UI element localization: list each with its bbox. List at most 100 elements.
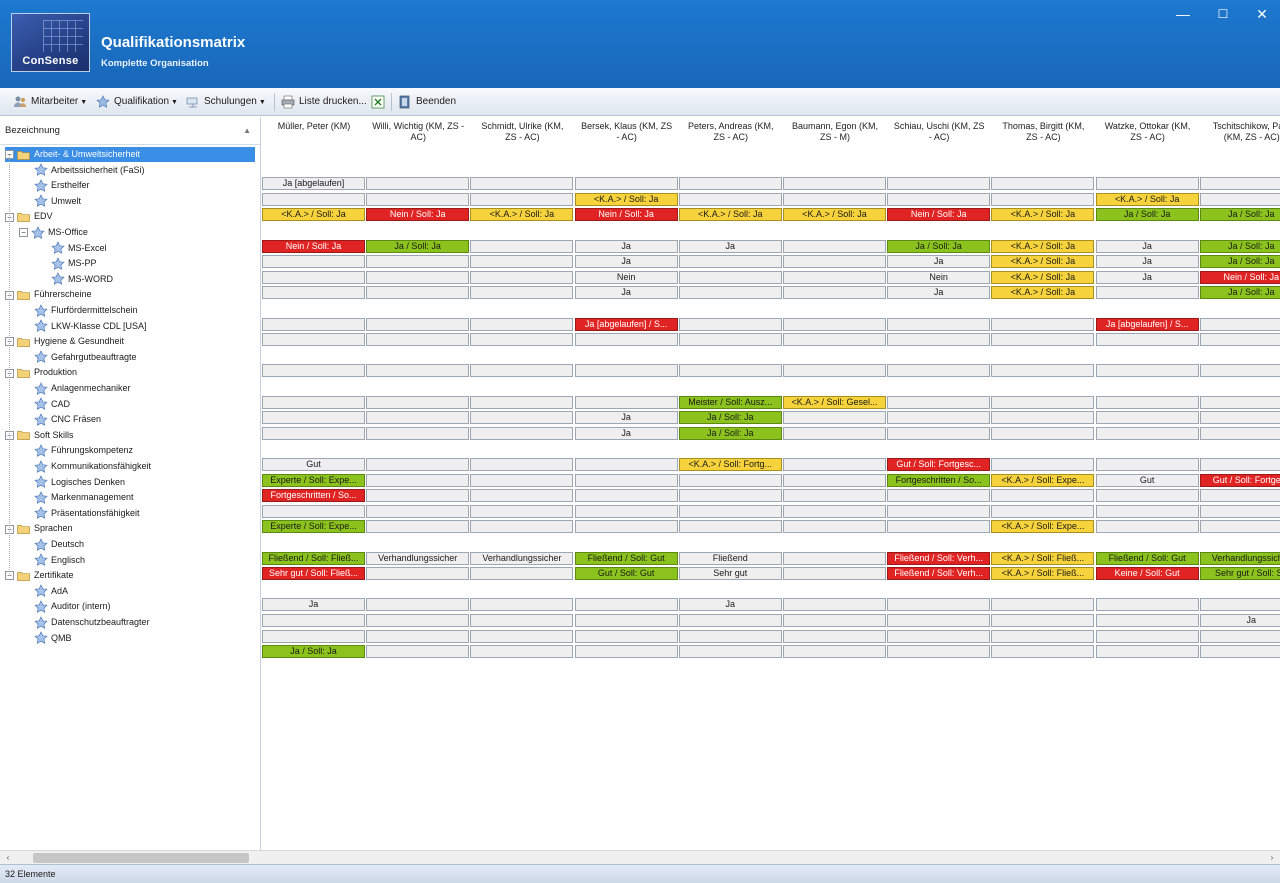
matrix-cell[interactable]: <K.A.> / Soll: Ja [470,208,574,222]
matrix-cell[interactable] [574,613,678,627]
matrix-cell[interactable] [1199,520,1280,534]
matrix-cell[interactable]: <K.A.> / Soll: Ja [991,239,1095,253]
matrix-cell[interactable] [783,317,886,331]
tree-node[interactable]: Logisches Denken [34,475,125,490]
beenden-button[interactable]: Beenden [398,93,456,111]
column-header-employee[interactable]: Tschitschikow, Pa... (KM, ZS - AC) [1212,121,1280,142]
matrix-cell[interactable] [887,317,991,331]
column-header-employee[interactable]: Watzke, Ottokar (KM, ZS - AC) [1104,121,1191,142]
matrix-cell[interactable]: Ja [574,255,678,269]
column-header-employee[interactable]: Müller, Peter (KM) [277,121,351,131]
matrix-cell[interactable] [574,504,678,518]
matrix-cell[interactable] [783,613,886,627]
matrix-cell[interactable] [1199,426,1280,440]
matrix-cell[interactable]: Nein / Soll: Ja [262,239,365,253]
matrix-cell[interactable] [470,473,574,487]
matrix-cell[interactable] [574,457,678,471]
matrix-cell[interactable]: Fließend [678,551,782,565]
matrix-cell[interactable] [470,364,574,378]
matrix-cell[interactable] [470,613,574,627]
matrix-cell[interactable] [1095,645,1199,659]
matrix-cell[interactable] [366,473,470,487]
matrix-cell[interactable]: Ja / Soll: Ja [1199,239,1280,253]
tree-node[interactable]: − Führerscheine [5,287,92,302]
matrix-cell[interactable] [1095,613,1199,627]
matrix-cell[interactable] [574,177,678,191]
matrix-cell[interactable]: Fließend / Soll: Verh... [887,551,991,565]
matrix-cell[interactable] [1199,645,1280,659]
column-header-employee[interactable]: Baumann, Egon (KM, ZS - M) [791,121,879,142]
matrix-cell[interactable] [366,255,470,269]
tree-node[interactable]: MS-Excel [51,241,107,256]
matrix-cell[interactable] [574,473,678,487]
matrix-cell[interactable] [783,192,886,206]
matrix-cell[interactable] [1199,411,1280,425]
tree-node[interactable]: Arbeitssicherheit (FaSi) [34,163,145,178]
matrix-cell[interactable] [574,489,678,503]
matrix-cell[interactable] [574,364,678,378]
tree-node[interactable]: Englisch [34,553,85,568]
tree-node[interactable]: Datenschutzbeauftragter [34,615,150,630]
matrix-cell[interactable] [1095,286,1199,300]
matrix-cell[interactable] [1199,504,1280,518]
matrix-cell[interactable] [887,426,991,440]
matrix-cell[interactable] [887,504,991,518]
matrix-cell[interactable] [366,426,470,440]
matrix-cell[interactable] [262,270,365,284]
matrix-cell[interactable] [366,333,470,347]
matrix-cell[interactable] [991,598,1095,612]
matrix-cell[interactable] [470,426,574,440]
matrix-cell[interactable] [470,504,574,518]
matrix-cell[interactable]: Ja / Soll: Ja [1199,208,1280,222]
matrix-cell[interactable]: <K.A.> / Soll: Ja [991,255,1095,269]
matrix-cell[interactable] [1095,629,1199,643]
matrix-cell[interactable] [1199,598,1280,612]
matrix-cell[interactable] [366,286,470,300]
matrix-cell[interactable] [783,567,886,581]
matrix-cell[interactable] [1095,333,1199,347]
tree-node[interactable]: AdA [34,584,68,599]
matrix-cell[interactable] [1095,520,1199,534]
matrix-cell[interactable]: Ja / Soll: Ja [1095,208,1199,222]
matrix-cell[interactable]: Ja [1095,239,1199,253]
matrix-cell[interactable]: Ja [678,239,782,253]
matrix-cell[interactable] [783,598,886,612]
close-button[interactable]: ✕ [1256,6,1268,22]
column-header-employee[interactable]: Thomas, Birgitt (KM, ZS - AC) [1002,121,1085,142]
matrix-cell[interactable] [262,364,365,378]
column-header-employee[interactable]: Peters, Andreas (KM, ZS - AC) [688,121,774,142]
matrix-cell[interactable] [678,255,782,269]
matrix-cell[interactable] [262,613,365,627]
scroll-left-icon[interactable]: ‹ [6,853,10,862]
matrix-cell[interactable]: Fließend / Soll: Gut [574,551,678,565]
matrix-cell[interactable] [887,395,991,409]
matrix-cell[interactable] [887,598,991,612]
matrix-cell[interactable] [470,333,574,347]
matrix-cell[interactable] [887,629,991,643]
matrix-cell[interactable] [783,270,886,284]
matrix-cell[interactable] [470,598,574,612]
matrix-cell[interactable] [1199,489,1280,503]
matrix-cell[interactable] [366,457,470,471]
matrix-cell[interactable]: Meister / Soll: Ausz... [678,395,782,409]
matrix-cell[interactable]: Sehr gut / Soll: Fließ... [262,567,365,581]
matrix-cell[interactable] [783,645,886,659]
matrix-cell[interactable] [783,489,886,503]
tree-node[interactable]: − Hygiene & Gesundheit [5,334,124,349]
tree-node[interactable]: − EDV [5,209,53,224]
matrix-cell[interactable] [470,645,574,659]
matrix-cell[interactable]: Ja [1095,255,1199,269]
mitarbeiter-menu-button[interactable]: Mitarbeiter ▼ [13,93,87,111]
matrix-cell[interactable]: Nein / Soll: Ja [1199,270,1280,284]
matrix-cell[interactable]: Ja [1095,270,1199,284]
tree-node[interactable]: QMB [34,631,72,646]
column-header-employee[interactable]: Schiau, Uschi (KM, ZS - AC) [893,121,985,142]
tree-node[interactable]: LKW-Klasse CDL [USA] [34,319,147,334]
matrix-cell[interactable]: Gut / Soll: Fortgesc... [887,457,991,471]
tree-node[interactable]: Markenmanagement [34,490,134,505]
matrix-cell[interactable]: <K.A.> / Soll: Fließ... [991,567,1095,581]
matrix-cell[interactable]: Fortgeschritten / So... [887,473,991,487]
matrix-cell[interactable] [991,613,1095,627]
matrix-cell[interactable] [262,395,365,409]
matrix-cell[interactable]: Verhandlungssicher [1199,551,1280,565]
